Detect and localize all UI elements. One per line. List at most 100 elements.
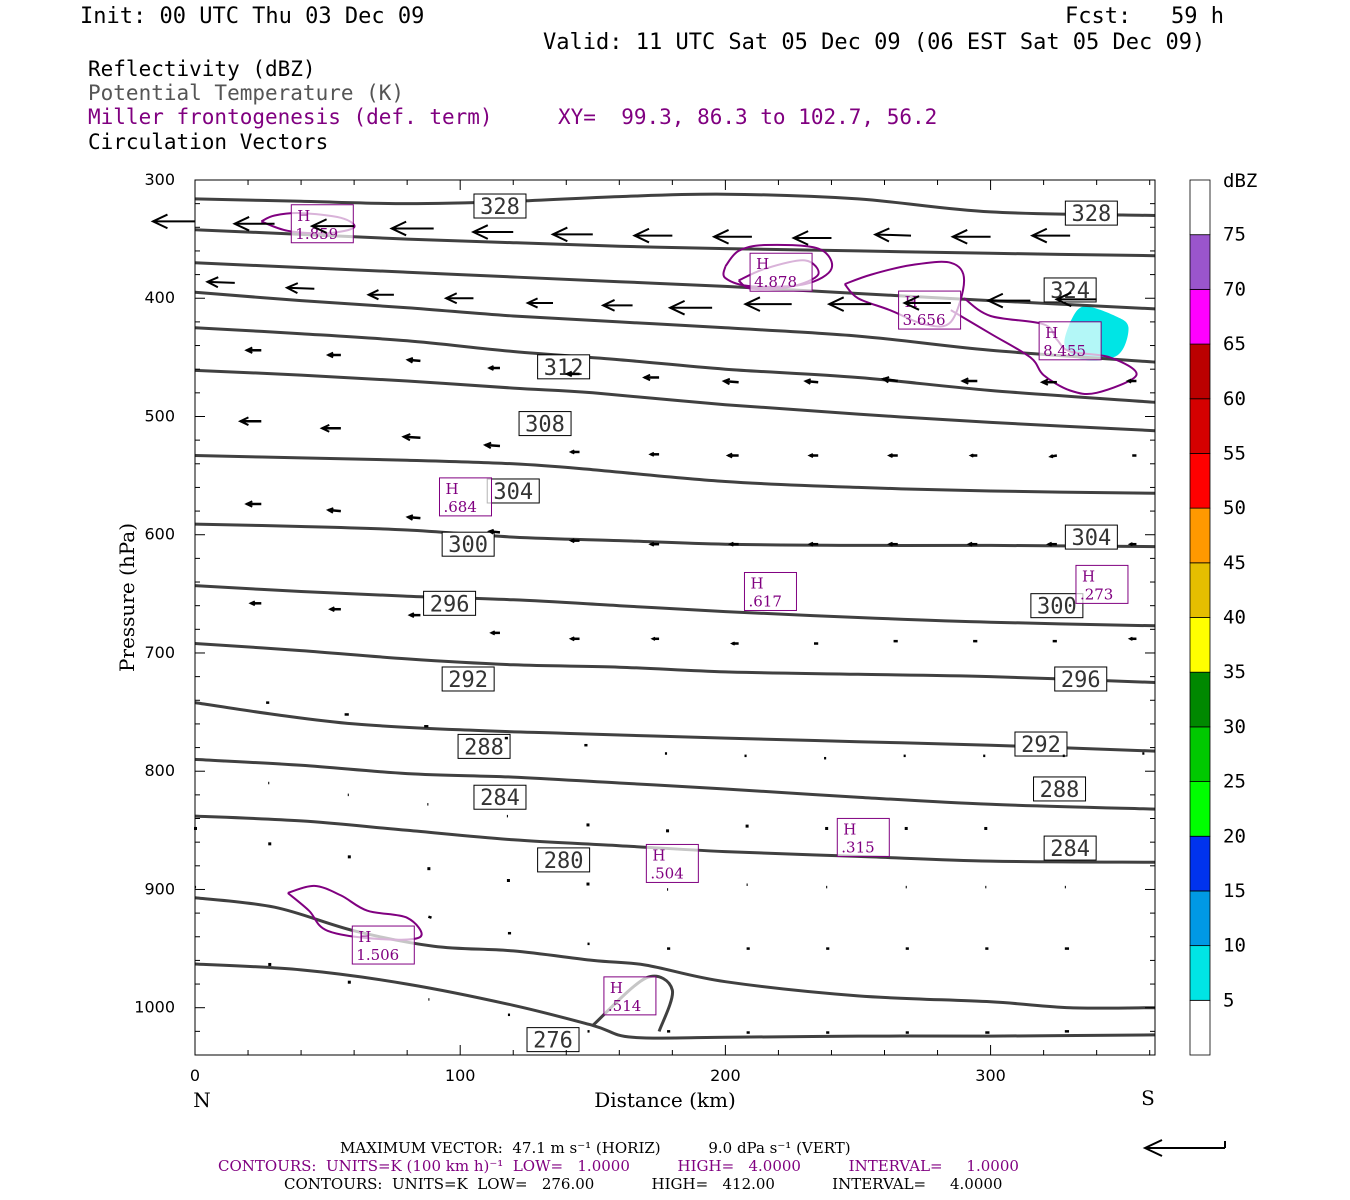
circulation-vector-dot — [825, 826, 829, 830]
circulation-vector-head — [721, 377, 731, 386]
colorbar-level-label: 35 — [1223, 661, 1246, 683]
circulation-vector-head — [960, 377, 969, 385]
footer-contours-theta: CONTOURS: UNITS=K LOW= 276.00 HIGH= 412.… — [284, 1175, 1003, 1193]
y-tick-label: 800 — [144, 761, 175, 780]
theta-label-box — [526, 1027, 580, 1053]
circulation-vector-head — [482, 441, 492, 449]
x-axis-end-label: S — [1141, 1086, 1155, 1110]
circulation-vector-head — [880, 376, 890, 384]
y-tick-label: 300 — [144, 170, 175, 189]
legend-xy-section: XY= 99.3, 86.3 to 102.7, 56.2 — [558, 105, 938, 129]
circulation-vector-head — [902, 295, 920, 311]
circulation-vector-head — [443, 292, 458, 305]
colorbar-level-label: 70 — [1223, 278, 1246, 300]
theta-label-box — [1014, 731, 1068, 757]
frontogenesis-max-value: .273 — [1080, 585, 1113, 603]
theta-contour-284 — [194, 814, 1156, 864]
frontogenesis-max-box — [351, 925, 415, 965]
theta-label-box — [441, 666, 495, 692]
theta-label: 312 — [544, 356, 584, 381]
y-tick-label: 400 — [144, 288, 175, 307]
circulation-vector-head — [887, 453, 894, 458]
frontogenesis-max-box — [290, 204, 354, 244]
circulation-vector-head — [950, 229, 968, 245]
colorbar: 5 10 15 20 25 30 35 40 45 50 55 60 65 70 75 dBZ — [1189, 170, 1257, 1056]
y-tick-label: 700 — [144, 643, 175, 662]
theta-contour-304 — [194, 522, 1156, 549]
colorbar-segment — [1189, 398, 1211, 454]
theta-label-box — [1043, 277, 1097, 303]
colorbar-segment — [1189, 890, 1211, 947]
reference-vector — [1142, 1139, 1226, 1157]
colorbar-segment — [1189, 726, 1211, 782]
circulation-vector-head — [1039, 378, 1049, 386]
circulation-vector-head — [401, 433, 411, 442]
colorbar-segment — [1189, 945, 1211, 1001]
theta-contour-312 — [194, 368, 1156, 433]
axes-layer: 300 400 500 600 700 800 900 1000 0 100 200 300 Dista… — [115, 170, 1155, 1112]
theta-contour-280 — [194, 896, 1156, 1010]
circulation-vector-head — [564, 370, 573, 378]
circulation-vector-head — [968, 453, 974, 458]
colorbar-level-label: 65 — [1223, 333, 1246, 355]
circulation-vector-head — [1029, 227, 1048, 244]
theta-label-box — [473, 193, 527, 219]
colorbar-level-label: 45 — [1223, 552, 1246, 574]
theta-contours-layer: 328 3283243123083043043003002962962922922… — [194, 192, 1156, 1054]
theta-label: 296 — [1061, 668, 1101, 693]
frontogenesis-max-label: H — [297, 207, 310, 225]
circulation-vector-head — [966, 541, 973, 547]
circulation-vector-head — [711, 229, 729, 245]
frontogenesis-contour-5 — [287, 884, 423, 941]
colorbar-level-label: 10 — [1223, 935, 1246, 957]
theta-contour-316 — [194, 326, 1156, 404]
colorbar-level-label: 55 — [1223, 442, 1246, 464]
circulation-vector-head — [568, 636, 575, 642]
circulation-vector-head — [1048, 454, 1054, 459]
frontogenesis-max-box — [749, 252, 813, 292]
theta-label-box — [1064, 200, 1118, 226]
colorbar-level-label: 30 — [1223, 716, 1246, 738]
frontogenesis-max-box — [1075, 564, 1129, 604]
legend-theta: Potential Temperature (K) — [88, 81, 405, 105]
frontogenesis-max-box — [898, 290, 962, 330]
circulation-vector-dot — [586, 882, 590, 886]
theta-contour-276 — [194, 962, 1156, 1040]
frontogenesis-max-label: H — [445, 480, 458, 498]
circulation-vector-head — [568, 538, 575, 544]
circulation-vector-head — [803, 378, 812, 385]
theta-label: 304 — [493, 480, 533, 505]
circulation-vector-head — [489, 630, 496, 636]
circulation-vector-head — [807, 453, 814, 458]
theta-contour-300 — [194, 584, 1156, 628]
theta-label: 280 — [544, 849, 584, 874]
x-tick-label: 0 — [190, 1066, 200, 1085]
legend-vectors: Circulation Vectors — [88, 130, 329, 154]
frontogenesis-max-box — [603, 976, 657, 1016]
forecast-hour: Fcst: 59 h — [1065, 4, 1224, 29]
y-tick-label: 1000 — [134, 998, 175, 1017]
circulation-vector-dot — [904, 826, 908, 830]
theta-contour-288 — [194, 757, 1156, 811]
footer-max-vector: MAXIMUM VECTOR: 47.1 m s⁻¹ (HORIZ) 9.0 d… — [340, 1139, 851, 1157]
x-tick-label: 100 — [445, 1066, 476, 1085]
circulation-vector-head — [550, 226, 568, 243]
frontogenesis-max-value: 1.859 — [295, 225, 338, 243]
colorbar-segment — [1189, 671, 1211, 728]
theta-label-box — [1043, 835, 1097, 861]
frontogenesis-max-box — [645, 843, 699, 883]
circulation-vector-head — [328, 606, 335, 613]
legend-reflectivity: Reflectivity (dBZ) — [88, 57, 316, 81]
colorbar-segment — [1189, 835, 1211, 892]
circulation-vector-head — [525, 297, 539, 309]
frontogenesis-max-label: H — [358, 928, 371, 946]
colorbar-unit: dBZ — [1223, 170, 1257, 192]
frontogenesis-max-label: H — [1045, 324, 1058, 342]
theta-label: 300 — [1037, 595, 1077, 620]
circulation-vector-dot — [506, 879, 510, 882]
y-tick-label: 900 — [144, 879, 175, 898]
circulation-vector-dot — [984, 826, 988, 830]
circulation-vector-head — [872, 227, 890, 243]
colorbar-segment — [1189, 562, 1211, 618]
